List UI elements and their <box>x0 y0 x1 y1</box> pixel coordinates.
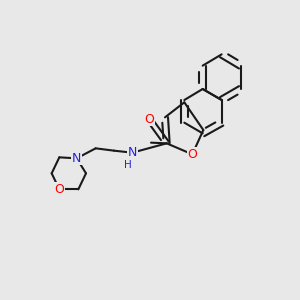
Text: O: O <box>188 148 197 161</box>
Text: H: H <box>124 160 132 170</box>
Text: O: O <box>144 113 154 126</box>
Text: N: N <box>128 146 137 159</box>
Text: O: O <box>54 183 64 196</box>
Text: N: N <box>72 152 81 165</box>
